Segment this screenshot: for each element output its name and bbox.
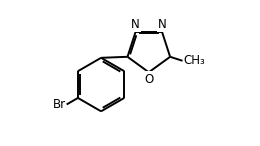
Text: N: N [158,18,167,31]
Text: Br: Br [53,98,66,111]
Text: CH₃: CH₃ [183,54,205,67]
Text: O: O [144,73,153,86]
Text: N: N [131,18,139,31]
